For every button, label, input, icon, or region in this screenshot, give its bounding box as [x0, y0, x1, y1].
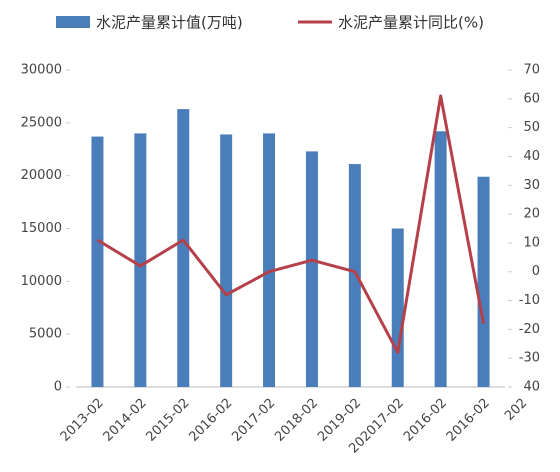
x-tick-label: 2016-02: [444, 396, 493, 445]
bar: [134, 133, 147, 387]
legend-label: 水泥产量累计同比(%): [338, 14, 484, 32]
y2-tick-label: 30: [523, 178, 540, 193]
y-tick-label: 15000: [21, 221, 62, 236]
x-tick-label: 2013-02: [58, 396, 107, 445]
y2-tick-label: 0: [532, 264, 540, 279]
x-tick-label: 2017-02: [229, 396, 278, 445]
bar: [477, 176, 490, 387]
y2-tick-label: 70: [523, 63, 540, 78]
y2-tick-label: 40: [523, 380, 540, 395]
y2-tick-label: 60: [523, 91, 540, 106]
bar: [220, 134, 233, 387]
x-tick-label: 2018-02: [272, 396, 321, 445]
y2-tick-label: 10: [523, 235, 540, 250]
bar: [177, 109, 190, 387]
bar: [91, 136, 104, 387]
bar: [305, 151, 318, 387]
y-tick-label: 20000: [21, 168, 62, 183]
y-tick-label: 10000: [21, 274, 62, 289]
y-tick-label: 5000: [29, 327, 62, 342]
x-tick-label: 2016-02: [401, 396, 450, 445]
bar: [263, 133, 276, 387]
y2-tick-label: -30: [519, 351, 540, 366]
y2-tick-label: 50: [523, 120, 540, 135]
y2-tick-label: 40: [523, 149, 540, 164]
bar: [434, 131, 447, 387]
annotation: 202: [502, 396, 530, 424]
y2-tick-label: -10: [519, 293, 540, 308]
x-tick-label: 2016-02: [186, 396, 235, 445]
y-tick-label: 30000: [21, 63, 62, 78]
line: [96, 94, 486, 354]
bar: [391, 228, 404, 387]
x-tick-label: 2015-02: [144, 396, 193, 445]
y-tick-label: 25000: [21, 115, 62, 130]
legend-swatch: [56, 16, 90, 28]
x-tick-label: 2014-02: [101, 396, 150, 445]
bar: [348, 164, 361, 387]
y2-tick-label: -20: [519, 322, 540, 337]
legend-label: 水泥产量累计值(万吨): [96, 14, 243, 32]
y-tick-label: 0: [54, 380, 62, 395]
y2-tick-label: 20: [523, 207, 540, 222]
